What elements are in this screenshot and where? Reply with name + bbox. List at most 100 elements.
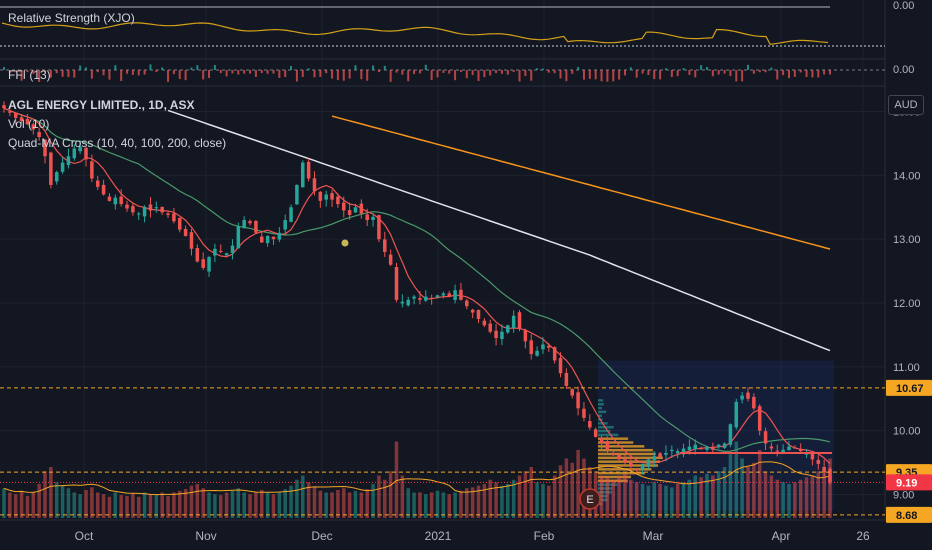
currency-badge[interactable]: AUD: [888, 95, 924, 115]
candle-body: [119, 196, 123, 205]
volume-bar: [277, 492, 282, 518]
ffi-bar: [126, 70, 129, 74]
ffi-bar: [202, 70, 205, 80]
price-tick-label: 11.00: [893, 362, 920, 374]
ffi-bar: [465, 70, 468, 79]
ffi-bar: [114, 65, 117, 70]
candle-body: [394, 267, 399, 300]
ma-100-line: [167, 109, 831, 352]
price-label-box: [886, 506, 932, 523]
candle-body: [72, 148, 77, 159]
candle-body: [535, 350, 539, 356]
time-scale[interactable]: Oct Nov Dec 2021 Feb Mar Apr 26: [75, 529, 870, 543]
earnings-marker-circle: [579, 488, 601, 510]
candle-body: [342, 202, 346, 211]
time-tick-label: Apr: [772, 529, 791, 543]
candle-body: [757, 406, 762, 431]
volume-bar: [13, 494, 18, 518]
price-label-text: 8.68: [896, 510, 917, 522]
ffi-bar: [741, 70, 744, 82]
ma-cross-marker: [341, 239, 349, 247]
volume-bar: [646, 485, 651, 518]
candle-body: [283, 220, 287, 230]
time-tick-label: Oct: [75, 529, 94, 543]
candle-body: [265, 235, 270, 244]
candle-body: [218, 250, 223, 252]
ffi-bar: [430, 70, 433, 81]
ffi-bar: [331, 70, 334, 79]
rs-line: [1, 22, 829, 45]
volume-bar: [295, 479, 299, 518]
candle-body: [2, 105, 6, 109]
volume-profile-row: [598, 429, 611, 433]
ffi-bar: [143, 70, 146, 75]
ffi-bar: [571, 70, 574, 74]
volume-legend[interactable]: Vol (10): [8, 117, 50, 131]
volume-bar: [675, 484, 680, 518]
volume-bar: [183, 489, 188, 518]
candle-body: [236, 226, 241, 249]
ffi-bar: [155, 70, 158, 73]
volume-bar: [260, 489, 264, 518]
volume-bar: [435, 490, 440, 518]
earnings-marker[interactable]: E: [579, 488, 601, 510]
ffi-bar: [524, 70, 527, 77]
ffi-bar: [73, 70, 76, 78]
volume-bar: [634, 482, 639, 518]
volume-bar: [236, 488, 241, 518]
candle-body: [388, 254, 393, 265]
ffi-bar: [38, 70, 41, 82]
ffi-bar: [96, 70, 99, 73]
candle-body: [84, 147, 88, 160]
candle-body: [383, 239, 387, 252]
candle-body: [424, 296, 428, 301]
ffi-bar: [231, 70, 234, 74]
ffi-bar: [213, 65, 216, 70]
volume-bar: [763, 471, 768, 518]
ffi-bar: [178, 70, 181, 80]
ffi-bar: [817, 70, 820, 78]
volume-bar: [523, 471, 528, 518]
ffi-bar: [307, 68, 310, 70]
volume-bar: [342, 488, 346, 518]
volume-profile-row: [598, 399, 604, 402]
candle-body: [599, 438, 604, 444]
candle-body: [8, 111, 12, 113]
ffi-bar: [401, 70, 404, 75]
volume-bar: [547, 485, 551, 518]
ffi-legend[interactable]: FFI (13): [8, 68, 51, 82]
volume-bar: [757, 450, 762, 518]
volume-ma-line: [3, 461, 831, 496]
ffi-bar: [313, 70, 316, 78]
candle-body: [629, 461, 633, 466]
candle-body: [201, 259, 205, 268]
candle-body: [160, 206, 164, 213]
candle-body: [570, 389, 574, 396]
volume-bar: [318, 490, 323, 518]
candle-body: [459, 289, 463, 300]
quad-ma-legend[interactable]: Quad-MA Cross (10, 40, 100, 200, close): [8, 136, 227, 150]
ffi-bar: [301, 70, 304, 78]
ffi-bar: [284, 70, 287, 78]
volume-profile-row: [598, 448, 653, 452]
volume-bar: [166, 495, 170, 518]
time-tick-label: 26: [856, 529, 870, 543]
ffi-bar: [805, 70, 808, 77]
ffi-bar: [705, 66, 708, 70]
ffi-bar: [32, 70, 35, 74]
volume-bar: [793, 482, 797, 518]
volume-bars: [2, 441, 832, 518]
candle-body: [13, 112, 18, 118]
volume-profile-row: [598, 464, 659, 467]
candle-body: [775, 450, 780, 452]
volume-bar: [142, 492, 147, 518]
rs-legend[interactable]: Relative Strength (XJO): [8, 11, 135, 25]
ffi-bar: [295, 70, 298, 82]
volume-bar: [72, 492, 77, 518]
ffi-bar: [442, 70, 445, 73]
symbol-title[interactable]: AGL ENERGY LIMITED., 1D, ASX: [8, 98, 195, 112]
candle-body: [576, 392, 580, 409]
volume-bar: [90, 487, 94, 518]
